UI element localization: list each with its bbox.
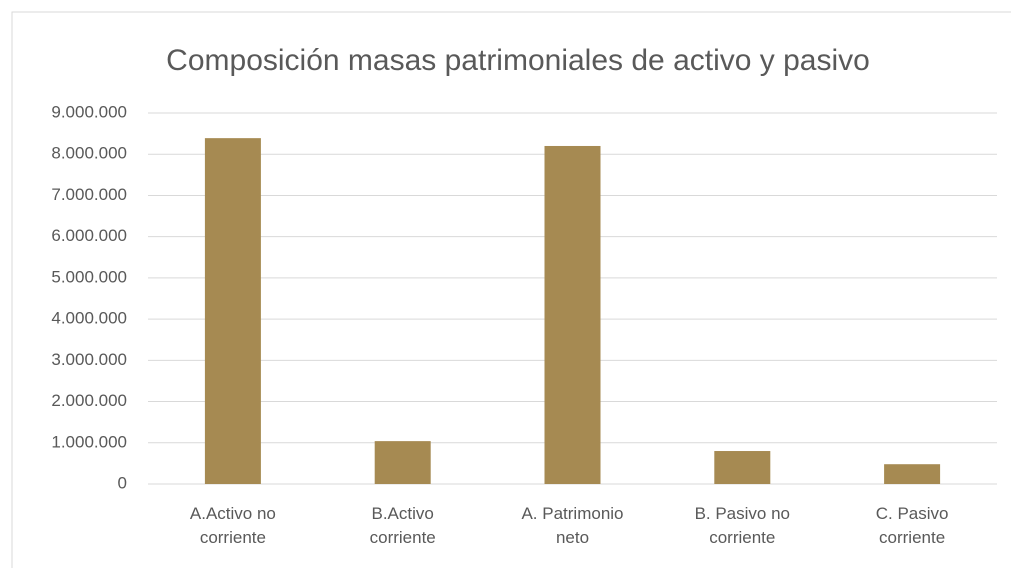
y-tick-label: 0 [118,473,127,492]
x-tick-label: B.Activo corriente [369,504,436,547]
bar [204,138,261,484]
x-tick-label: C. Pasivo corriente [875,504,949,547]
y-tick-label: 4.000.000 [51,309,127,328]
chart-title: Composición masas patrimoniales de activ… [166,44,870,77]
bar [714,451,771,484]
y-tick-label: 2.000.000 [51,391,127,410]
bar [374,441,431,484]
y-tick-label: 3.000.000 [51,350,127,369]
y-tick-label: 5.000.000 [51,267,127,286]
y-tick-label: 7.000.000 [51,185,127,204]
y-tick-label: 1.000.000 [51,432,127,451]
x-tick-label: A. Patrimonio neto [521,504,624,547]
x-tick-label: A.Activo no corriente [189,504,276,547]
y-tick-label: 9.000.000 [51,102,127,121]
x-tick-label: B. Pasivo no corriente [694,504,791,547]
y-tick-label: 6.000.000 [51,226,127,245]
y-tick-label: 8.000.000 [51,144,127,163]
bar [544,145,601,484]
chart-border [11,11,1011,568]
bar [884,464,941,484]
